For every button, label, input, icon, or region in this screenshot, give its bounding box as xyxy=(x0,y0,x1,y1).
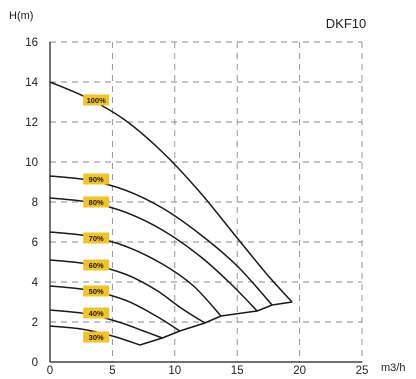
curve-label-tag xyxy=(83,173,110,185)
curve-label-text: 30% xyxy=(89,333,104,342)
x-tick-label: 15 xyxy=(231,365,244,377)
axes xyxy=(49,42,362,363)
y-tick-labels: 0 2 4 6 8 10 12 14 16 xyxy=(25,37,38,369)
chart-title: DKF10 xyxy=(326,16,366,31)
pump-curves xyxy=(49,81,293,346)
y-tick-label: 6 xyxy=(32,237,38,249)
y-tick-label: 10 xyxy=(25,157,38,169)
curve-label-tag xyxy=(83,331,110,343)
pump-curve-80pct xyxy=(49,197,258,312)
x-tick-labels: 0 5 10 15 20 25 xyxy=(47,365,369,377)
y-tick-label: 8 xyxy=(32,197,38,209)
x-tick-label: 0 xyxy=(47,365,53,377)
curve-label-text: 90% xyxy=(89,175,104,184)
pump-curve-50pct xyxy=(49,285,181,332)
endpoint-envelope-line xyxy=(139,301,293,346)
grid-lines xyxy=(50,41,363,362)
curve-label-text: 70% xyxy=(89,234,104,243)
y-axis-label: H(m) xyxy=(9,10,33,22)
y-tick-label: 12 xyxy=(25,117,38,129)
curve-label-text: 40% xyxy=(89,309,104,318)
curve-label-text: 100% xyxy=(87,96,107,105)
curve-label-tag xyxy=(83,259,110,271)
curve-label-tag xyxy=(83,196,110,208)
y-tick-label: 16 xyxy=(25,37,38,49)
x-tick-label: 25 xyxy=(356,365,369,377)
curve-label-tag xyxy=(83,232,110,244)
curve-labels: 100% 90% 80% 70% 60% 50% 40% 30% xyxy=(83,94,110,343)
y-tick-label: 0 xyxy=(32,357,38,369)
pump-curve-40pct xyxy=(49,309,163,339)
x-tick-label: 5 xyxy=(109,365,115,377)
x-tick-label: 10 xyxy=(168,365,181,377)
curve-label-tag xyxy=(83,285,110,297)
x-tick-label: 20 xyxy=(293,365,306,377)
y-tick-label: 4 xyxy=(32,277,39,289)
curve-label-text: 50% xyxy=(89,287,104,296)
curve-label-text: 80% xyxy=(89,198,104,207)
x-axis-label: m3/h xyxy=(381,362,405,374)
y-tick-label: 14 xyxy=(25,77,38,89)
curve-label-tag xyxy=(83,94,110,106)
pump-curve-70pct xyxy=(49,231,222,317)
curve-label-text: 60% xyxy=(89,261,104,270)
pump-curve-60pct xyxy=(49,259,206,324)
curve-label-tag xyxy=(83,307,110,319)
y-tick-label: 2 xyxy=(32,317,38,329)
